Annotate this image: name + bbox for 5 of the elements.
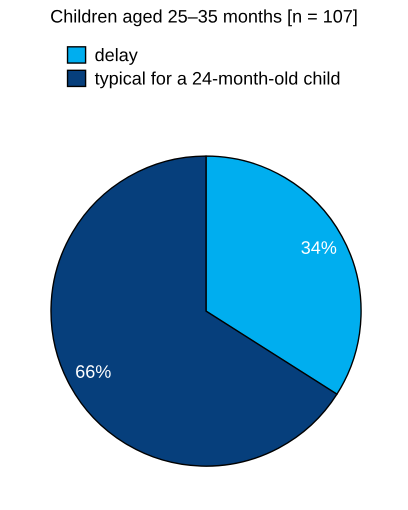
data-label: 34% [301, 241, 336, 254]
chart-title: Children aged 25–35 months [n = 107] [51, 9, 357, 26]
data-label: 66% [76, 365, 111, 378]
legend-label: delay [95, 48, 138, 65]
legend-label: typical for a 24-month-old child [94, 71, 340, 88]
